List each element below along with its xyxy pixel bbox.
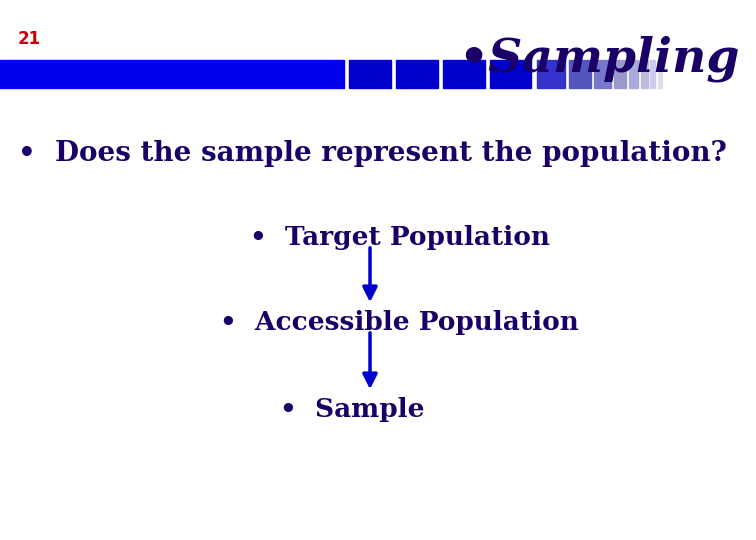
Bar (537, 60, 565, 88)
Text: •  Target Population: • Target Population (250, 225, 550, 250)
Bar (443, 60, 485, 88)
Bar (569, 60, 591, 88)
Bar (650, 60, 655, 88)
Text: •Sampling: •Sampling (459, 35, 740, 82)
Bar (0, 60, 344, 88)
Text: •  Does the sample represent the population?: • Does the sample represent the populati… (18, 140, 727, 167)
Bar (490, 60, 531, 88)
Text: •  Accessible Population: • Accessible Population (220, 310, 579, 335)
Bar (349, 60, 391, 88)
Text: 21: 21 (18, 30, 41, 48)
Bar (629, 60, 638, 88)
Text: •  Sample: • Sample (280, 397, 425, 422)
Bar (614, 60, 626, 88)
Bar (594, 60, 611, 88)
Bar (641, 60, 648, 88)
Bar (658, 60, 662, 88)
Bar (396, 60, 438, 88)
